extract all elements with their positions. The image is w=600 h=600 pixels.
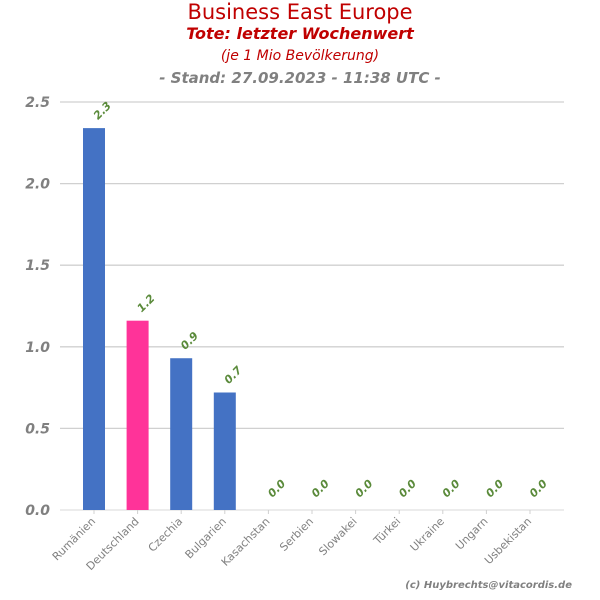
bar-czechia bbox=[170, 358, 193, 510]
y-tick-label: 2.5 bbox=[25, 95, 50, 111]
data-label: 0.0 bbox=[396, 477, 419, 500]
x-tick-label: Slowakei bbox=[316, 515, 359, 558]
data-label: 0.0 bbox=[440, 477, 463, 500]
data-label: 0.7 bbox=[222, 363, 245, 386]
chart-subtitle: Tote: letzter Wochenwert bbox=[186, 24, 414, 43]
copyright-text: (c) Huybrechts@vitacordis.de bbox=[405, 580, 572, 591]
x-tick-label: Serbien bbox=[277, 515, 316, 554]
bar-bulgarien bbox=[213, 392, 236, 510]
x-tick-label: Bulgarien bbox=[183, 515, 229, 561]
data-label: 0.0 bbox=[527, 477, 550, 500]
y-tick-label: 1.0 bbox=[25, 340, 50, 356]
y-tick-label: 0.5 bbox=[25, 421, 50, 437]
y-tick-label: 2.0 bbox=[25, 177, 50, 193]
x-tick-label: Ungarn bbox=[453, 515, 491, 553]
bar-deutschland bbox=[126, 320, 149, 510]
data-label: 1.2 bbox=[135, 292, 158, 315]
y-tick-label: 0.0 bbox=[25, 503, 50, 519]
y-tick-label: 1.5 bbox=[25, 258, 50, 274]
chart-subtitle-unit: (je 1 Mio Bevölkerung) bbox=[220, 48, 380, 64]
x-tick-label: Türkei bbox=[370, 515, 403, 548]
x-tick-label: Usbekistan bbox=[482, 515, 534, 567]
chart-title: Business East Europe bbox=[187, 0, 413, 24]
data-label: 0.0 bbox=[265, 477, 288, 500]
bar-rumänien bbox=[83, 128, 105, 510]
data-label: 0.0 bbox=[309, 477, 332, 500]
data-label: 0.9 bbox=[178, 329, 201, 352]
x-tick-label: Czechia bbox=[146, 515, 186, 555]
data-label: 0.0 bbox=[483, 477, 506, 500]
data-label: 0.0 bbox=[353, 477, 376, 500]
chart-timestamp: - Stand: 27.09.2023 - 11:38 UTC - bbox=[159, 69, 441, 87]
x-tick-label: Ukraine bbox=[408, 515, 447, 554]
